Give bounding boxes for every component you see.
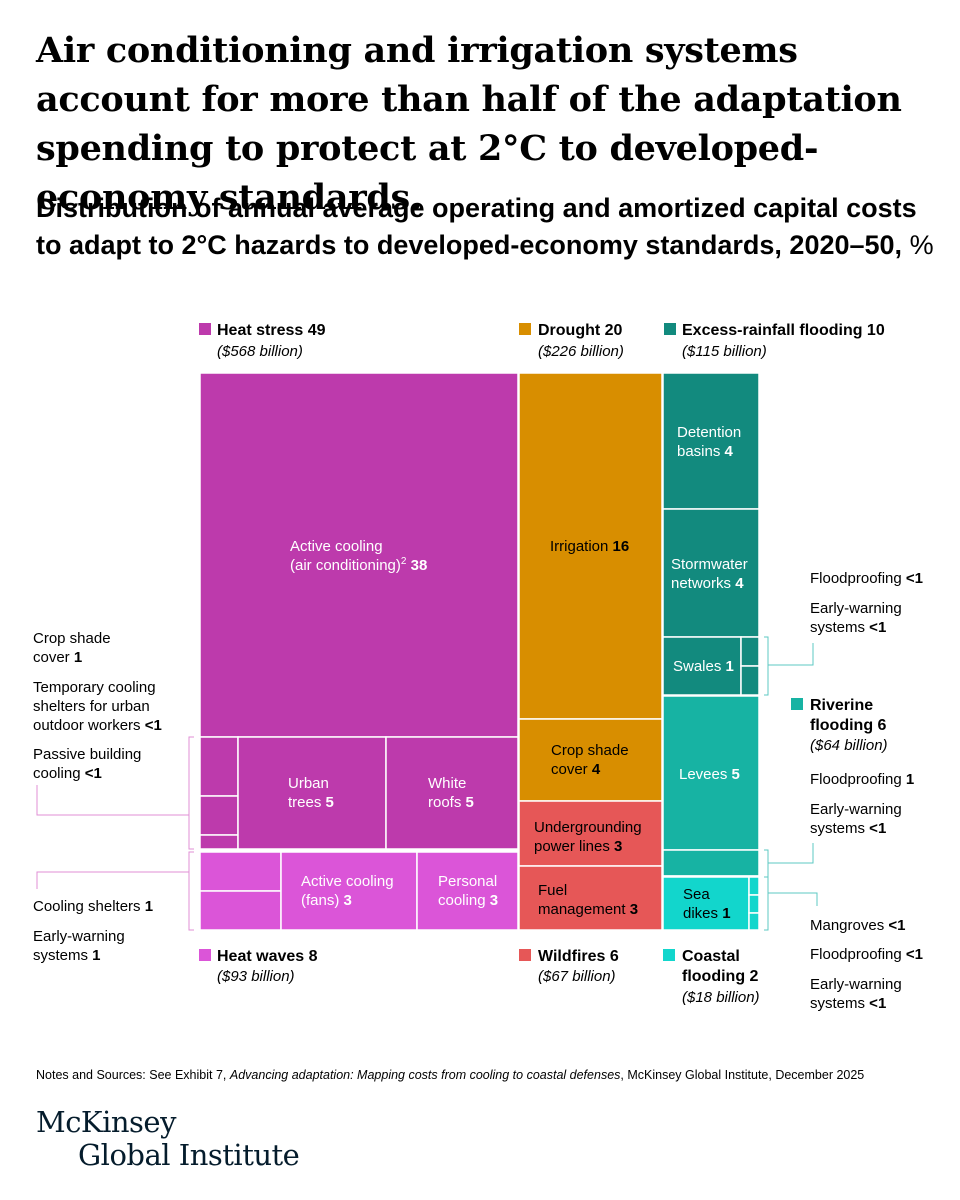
treemap-chart: Heat stress 49 ($568 billion) Drought 20 ($… [33,322,923,1012]
tile-cooling-shelters [199,851,282,892]
label-stormwater-networks: Stormwater networks 4 [671,556,748,592]
tile-stormwater-networks [662,508,760,638]
logo-line-1: McKinsey [36,1105,176,1139]
tile-crop-shade-drought [518,718,663,802]
legend-swatch-heat-waves [199,949,211,961]
bracket-excess-small [764,636,769,696]
tile-active-cooling-fans [280,851,418,931]
legend-cost-excess-rainfall: ($115 billion) [682,343,767,360]
tile-sea-dikes [662,876,750,931]
label-personal-cooling: Personal cooling 3 [438,873,498,909]
tile-personal-cooling [416,851,519,931]
legend-heat-waves: Heat waves 8 [217,948,318,965]
bracket-coastal-small [764,876,769,931]
tile-floodproofing-coastal [748,894,760,914]
label-levees: Levees 5 [679,766,740,783]
tile-fuel-management [518,865,663,931]
tile-early-warning-excess [740,665,760,696]
label-active-cooling-ac: Active cooling (air conditioning)2 38 [290,538,427,574]
label-irrigation: Irrigation 16 [550,538,629,555]
leader-cooling-shelters [36,871,189,889]
tile-early-warning-coastal [748,912,760,931]
bracket-heat-stress-small [188,736,194,850]
legend-cost-drought: ($226 billion) [538,343,624,360]
annot-cooling-shelters: Cooling shelters 1 [33,898,153,915]
legend-riverine: Riverine flooding 6 [810,697,887,734]
legend-swatch-wildfires [519,949,531,961]
annot-early-warning-excess: Early-warning systems <1 [810,600,902,636]
tile-early-warning-heatwaves [199,890,282,931]
legend-wildfires: Wildfires 6 [538,948,619,965]
mckinsey-logo: McKinsey Global Institute [36,1105,300,1172]
tile-active-cooling-ac [199,372,519,738]
notes-suffix: , McKinsey Global Institute, December 20… [620,1068,865,1082]
legend-drought: Drought 20 [538,322,623,339]
legend-excess-rainfall: Excess-rainfall flooding 10 [682,322,885,339]
legend-swatch-drought [519,323,531,335]
annot-temp-cooling-shelters: Temporary cooling shelters for urban outdo… [33,679,162,734]
legend-swatch-coastal [663,949,675,961]
annot-early-warning-riverine: Early-warning systems <1 [810,801,902,837]
annot-mangroves: Mangroves <1 [810,917,905,934]
bracket-heat-waves-small [188,851,194,931]
legend-cost-wildfires: ($67 billion) [538,968,616,985]
label-detention-basins: Detention basins 4 [677,424,741,460]
legend-cost-heat-waves: ($93 billion) [217,968,295,985]
notes-prefix: Notes and Sources: See Exhibit 7, [36,1068,230,1082]
leader-passive-building [36,785,189,816]
annot-crop-shade-heat: Crop shade cover 1 [33,630,111,666]
label-white-roofs: White roofs 5 [428,775,474,811]
subtitle-text: Distribution of annual average operating… [36,193,917,260]
label-swales: Swales 1 [673,658,734,675]
tile-floodproofing-excess [740,636,760,667]
notes-sources: Notes and Sources: See Exhibit 7, Advanc… [36,1068,864,1082]
tile-temp-cooling-shelters [199,795,239,836]
tile-undergrounding [518,800,663,867]
annot-floodproofing-riverine: Floodproofing 1 [810,771,914,788]
bracket-riverine-small [764,849,769,878]
leader-excess-small [768,643,814,666]
label-active-cooling-fans: Active cooling (fans) 3 [301,873,394,909]
tile-passive-building [199,834,239,850]
annot-floodproofing-excess: Floodproofing <1 [810,570,923,587]
tile-detention-basins [662,372,760,510]
label-undergrounding: Undergrounding power lines 3 [534,819,642,855]
label-fuel-management: Fuel management 3 [538,882,638,918]
label-sea-dikes: Sea dikes 1 [683,886,731,922]
label-crop-shade-drought: Crop shade cover 4 [551,742,629,778]
chart-headline: Air conditioning and irrigation systems … [36,30,902,218]
legend-coastal: Coastal flooding 2 [682,948,759,985]
legend-cost-heat-stress: ($568 billion) [217,343,303,360]
legend-cost-riverine: ($64 billion) [810,737,888,754]
chart-subtitle: Distribution of annual average operating… [36,190,936,264]
tile-floodproofing-riverine [662,849,760,877]
legend-swatch-riverine [791,698,803,710]
annot-floodproofing-coastal: Floodproofing <1 [810,946,923,963]
legend-swatch-excess-rainfall [664,323,676,335]
logo-line-2: Global Institute [78,1138,300,1172]
leader-coastal-small [768,892,818,906]
tile-mangroves [748,876,760,896]
annot-passive-building: Passive building cooling <1 [33,746,141,782]
annot-early-warning-heatwaves: Early-warning systems 1 [33,928,125,964]
tile-white-roofs [385,736,519,850]
tile-swales [662,636,742,696]
notes-report-title: Advancing adaptation: Mapping costs from… [229,1068,621,1082]
subtitle-unit: % [909,230,934,260]
legend-swatch-heat-stress [199,323,211,335]
tile-urban-trees [237,736,387,850]
legend-cost-coastal: ($18 billion) [682,989,760,1006]
tile-levees [662,695,760,851]
tile-crop-shade-heat [199,736,239,797]
leader-riverine-small [768,843,814,864]
annot-early-warning-coastal: Early-warning systems <1 [810,976,902,1012]
label-urban-trees: Urban trees 5 [288,775,334,811]
legend-heat-stress: Heat stress 49 [217,322,326,339]
